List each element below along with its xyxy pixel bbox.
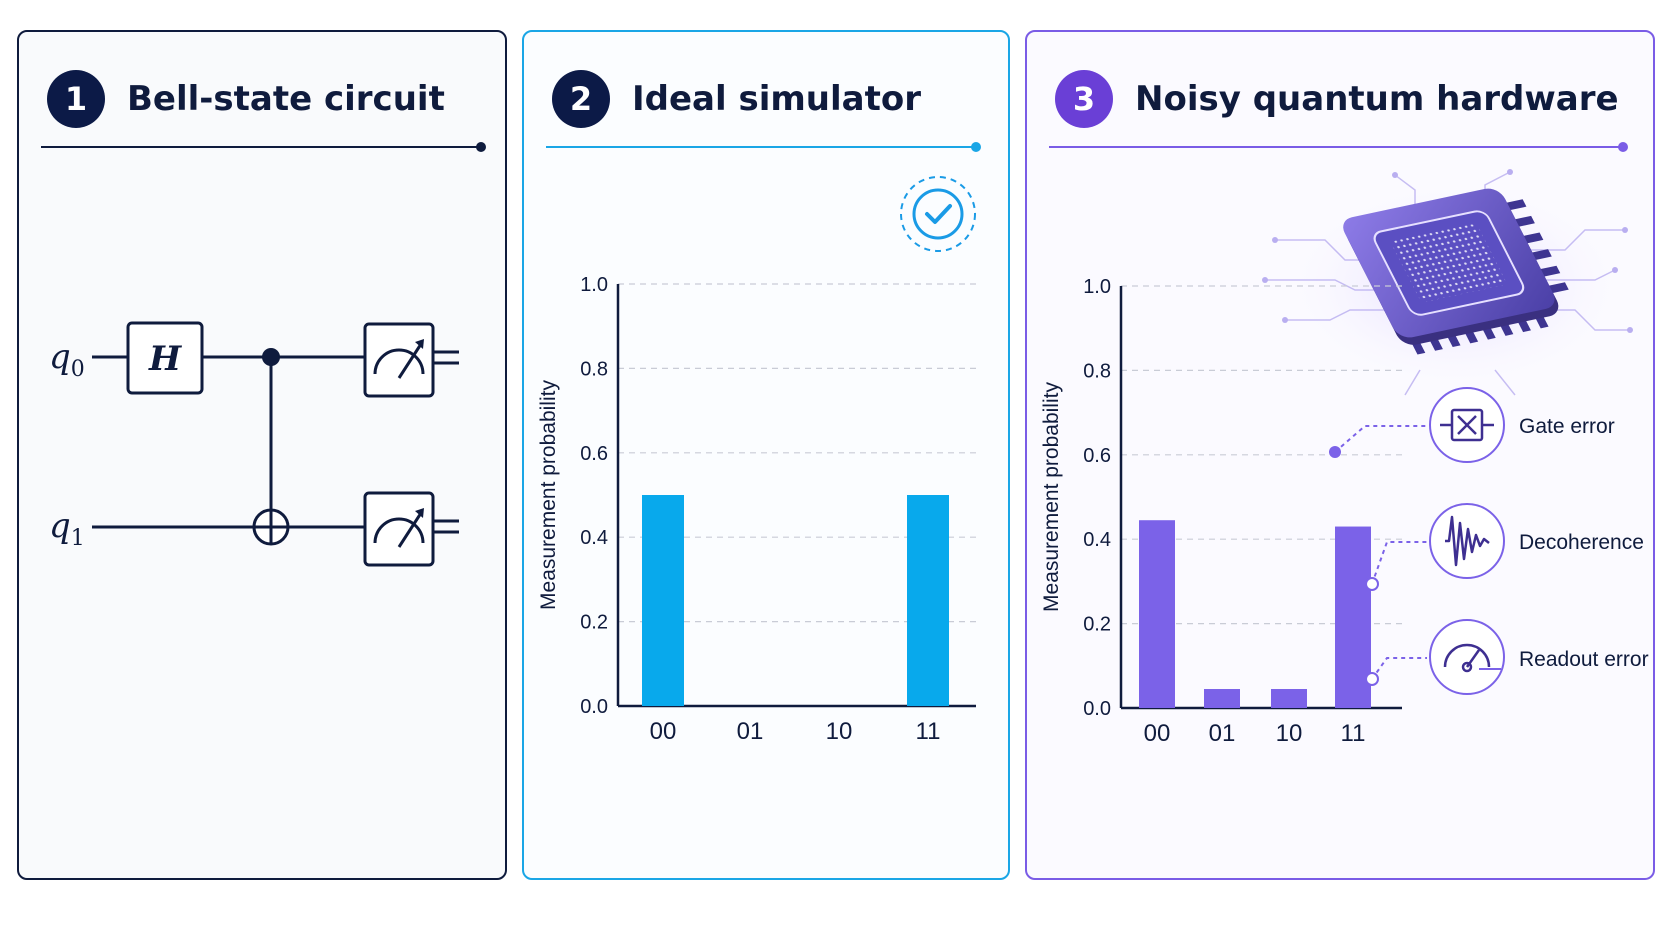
y-axis-label: Measurement probability bbox=[1040, 382, 1063, 612]
gate-error-pointer bbox=[1329, 446, 1341, 458]
header-divider bbox=[1049, 142, 1628, 152]
circuit-panel: 1 Bell-state circuit q0 q1 H bbox=[17, 30, 507, 880]
circuit-panel-header: 1 Bell-state circuit bbox=[47, 70, 445, 128]
gate-error-label: Gate error bbox=[1519, 415, 1615, 438]
noisy-probability-chart: 0.0 0.2 0.4 0.6 0.8 1.0 00 01 10 11 Measurement pr… bbox=[1040, 276, 1402, 747]
x-tick-label: 11 bbox=[916, 718, 941, 745]
y-tick-label: 0.8 bbox=[580, 358, 608, 380]
classical-wire-q1 bbox=[433, 519, 459, 534]
y-tick-label: 0.0 bbox=[1083, 698, 1111, 720]
readout-pointer bbox=[1365, 672, 1379, 686]
x-tick-label: 00 bbox=[650, 718, 677, 745]
classical-wire-q0 bbox=[433, 350, 459, 365]
ideal-panel-title: Ideal simulator bbox=[632, 79, 921, 119]
bar-10 bbox=[1271, 689, 1307, 708]
ideal-panel-header: 2 Ideal simulator bbox=[552, 70, 921, 128]
x-tick-label: 01 bbox=[737, 718, 764, 745]
step-badge-3: 3 bbox=[1055, 70, 1113, 128]
qubit-label-q1: q1 bbox=[49, 506, 85, 551]
x-tick-label: 10 bbox=[826, 718, 853, 745]
gate-error-icon bbox=[1429, 387, 1505, 463]
bell-circuit-diagram: q0 q1 H bbox=[49, 321, 459, 567]
noisy-panel-header: 3 Noisy quantum hardware bbox=[1055, 70, 1619, 128]
y-tick-label: 0.6 bbox=[580, 443, 608, 465]
y-tick-label: 1.0 bbox=[1083, 276, 1111, 298]
y-tick-label: 0.8 bbox=[1083, 360, 1111, 382]
y-tick-label: 0.0 bbox=[580, 696, 608, 718]
y-tick-label: 0.2 bbox=[580, 612, 608, 634]
svg-text:H: H bbox=[148, 339, 183, 379]
hadamard-gate: H bbox=[126, 321, 204, 395]
control-dot-icon bbox=[262, 348, 280, 366]
bar-01 bbox=[1204, 689, 1240, 708]
y-tick-label: 0.2 bbox=[1083, 614, 1111, 636]
x-tick-label: 11 bbox=[1341, 720, 1366, 747]
qubit-label-q0: q0 bbox=[49, 337, 85, 382]
bar-00 bbox=[642, 495, 684, 706]
decoherence-label: Decoherence bbox=[1519, 531, 1644, 554]
x-tick-label: 10 bbox=[1276, 720, 1303, 747]
decoherence-pointer bbox=[1365, 577, 1379, 591]
bar-11 bbox=[1335, 526, 1371, 708]
header-divider bbox=[41, 142, 486, 152]
y-tick-label: 1.0 bbox=[580, 274, 608, 296]
check-circle-icon bbox=[900, 176, 976, 252]
ideal-simulator-panel: 2 Ideal simulator 0.0 0.2 0.4 0.6 0.8 1.0 00 01… bbox=[522, 30, 1010, 880]
cnot-target-icon bbox=[252, 508, 290, 546]
measurement-meter-icon bbox=[363, 322, 435, 398]
readout-gauge-icon bbox=[1429, 619, 1505, 695]
ideal-probability-chart: 0.0 0.2 0.4 0.6 0.8 1.0 00 01 10 11 Measurement pr… bbox=[537, 274, 976, 745]
bar-00 bbox=[1139, 520, 1175, 708]
x-tick-label: 01 bbox=[1209, 720, 1236, 747]
y-tick-label: 0.4 bbox=[1083, 529, 1111, 551]
step-badge-2: 2 bbox=[552, 70, 610, 128]
bar-11 bbox=[907, 495, 949, 706]
measurement-meter-icon bbox=[363, 491, 435, 567]
header-divider bbox=[546, 142, 981, 152]
y-tick-label: 0.4 bbox=[580, 527, 608, 549]
noisy-hardware-panel: 3 Noisy quantum hardware bbox=[1025, 30, 1655, 880]
y-tick-label: 0.6 bbox=[1083, 445, 1111, 467]
decoherence-wave-icon bbox=[1429, 503, 1505, 579]
noise-sources: Gate error Decoherence Readout error bbox=[1329, 387, 1649, 695]
readout-error-label: Readout error bbox=[1519, 648, 1649, 671]
quantum-chip-icon bbox=[1262, 169, 1635, 396]
circuit-panel-title: Bell-state circuit bbox=[127, 79, 445, 119]
x-tick-label: 00 bbox=[1144, 720, 1171, 747]
y-axis-label: Measurement probability bbox=[537, 380, 560, 610]
noisy-panel-title: Noisy quantum hardware bbox=[1135, 79, 1619, 119]
step-badge-1: 1 bbox=[47, 70, 105, 128]
